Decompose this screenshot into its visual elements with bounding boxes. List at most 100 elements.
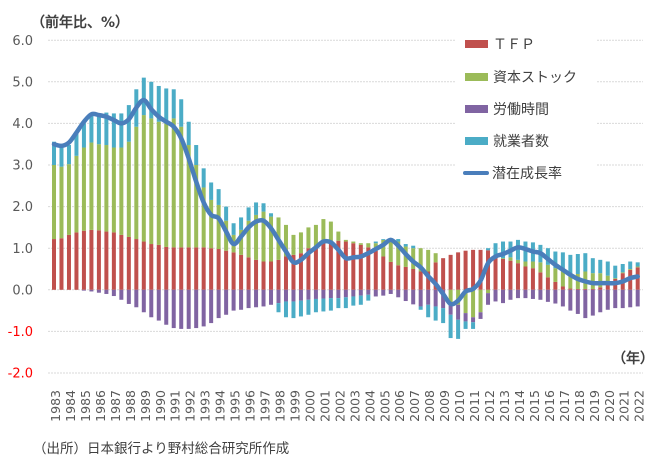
bar-capital bbox=[171, 118, 176, 248]
bar-employees bbox=[89, 113, 94, 143]
bar-tfp bbox=[530, 268, 535, 290]
bar-tfp bbox=[239, 254, 244, 290]
bar-employees bbox=[358, 295, 363, 305]
bar-hours bbox=[448, 302, 453, 315]
bar-capital bbox=[418, 248, 423, 272]
bar-capital bbox=[568, 273, 573, 289]
bar-capital bbox=[426, 249, 431, 272]
bar-employees bbox=[283, 301, 288, 318]
bar-hours bbox=[321, 289, 326, 299]
bar-capital bbox=[336, 231, 341, 241]
bar-tfp bbox=[119, 234, 124, 290]
bar-tfp bbox=[463, 250, 468, 290]
bar-tfp bbox=[598, 287, 603, 290]
bar-tfp bbox=[96, 230, 101, 290]
bar-capital bbox=[134, 126, 139, 240]
bar-capital bbox=[396, 241, 401, 266]
bar-tfp bbox=[418, 271, 423, 290]
line-series bbox=[51, 97, 640, 307]
bar-capital bbox=[283, 224, 288, 257]
bar-capital bbox=[523, 261, 528, 267]
bar-employees bbox=[179, 99, 184, 127]
bar-hours bbox=[418, 289, 423, 307]
legend-line-potential-growth bbox=[462, 171, 489, 175]
bar-hours bbox=[313, 289, 318, 299]
bar-hours bbox=[471, 317, 476, 323]
x-axis-ticks: 1983 1984 1985 1986 1987 1988 1989 1990 1991 1992… bbox=[48, 390, 647, 422]
bar-employees bbox=[471, 322, 476, 329]
bar-employees bbox=[254, 202, 259, 215]
bar-employees bbox=[568, 254, 573, 274]
legend-label: 資本ストック bbox=[493, 69, 577, 86]
bar-tfp bbox=[575, 288, 580, 290]
bar-employees bbox=[523, 241, 528, 262]
bar-capital bbox=[239, 229, 244, 255]
bar-hours bbox=[156, 289, 161, 321]
bar-employees bbox=[209, 182, 214, 200]
x-tick-label: 1995 bbox=[228, 390, 243, 422]
bar-capital bbox=[149, 118, 154, 245]
bar-capital bbox=[186, 145, 191, 248]
bar-hours bbox=[373, 289, 378, 297]
bar-capital bbox=[261, 211, 266, 262]
bar-hours bbox=[149, 289, 154, 318]
x-tick-label: 2010 bbox=[452, 390, 467, 422]
bar-capital bbox=[269, 216, 274, 262]
x-tick-label: 2019 bbox=[587, 390, 602, 422]
bar-tfp bbox=[486, 250, 491, 290]
bar-capital bbox=[126, 141, 131, 237]
bar-employees bbox=[81, 123, 86, 148]
x-tick-label: 2011 bbox=[467, 390, 482, 422]
bar-hours bbox=[224, 289, 229, 315]
bar-capital bbox=[515, 259, 520, 264]
bar-tfp bbox=[388, 261, 393, 290]
legend-label: 労働時間 bbox=[493, 102, 549, 118]
bar-capital bbox=[291, 234, 296, 255]
x-tick-label: 1998 bbox=[273, 390, 288, 422]
bar-tfp bbox=[216, 249, 221, 290]
legend-label: ＴＦＰ bbox=[493, 37, 535, 53]
bar-tfp bbox=[351, 243, 356, 290]
bar-employees bbox=[59, 146, 64, 167]
bar-capital bbox=[179, 126, 184, 248]
x-tick-label: 2017 bbox=[557, 390, 572, 422]
bar-tfp bbox=[568, 288, 573, 290]
bar-employees bbox=[628, 261, 633, 269]
bar-tfp bbox=[59, 238, 64, 290]
bar-hours bbox=[560, 289, 565, 307]
bar-employees bbox=[52, 141, 56, 165]
bar-employees bbox=[456, 319, 461, 339]
bar-capital bbox=[381, 239, 386, 257]
legend-swatch-capital-stock bbox=[465, 72, 488, 81]
legend-item-employees: 就業者数 bbox=[465, 131, 549, 151]
bar-tfp bbox=[560, 286, 565, 290]
bar-hours bbox=[81, 289, 86, 291]
bar-capital bbox=[598, 273, 603, 288]
bar-tfp bbox=[426, 271, 431, 290]
x-tick-label: 2008 bbox=[422, 390, 437, 422]
bar-tfp bbox=[254, 259, 259, 290]
x-tick-label: 2000 bbox=[302, 390, 317, 422]
bar-employees bbox=[351, 296, 356, 306]
bar-hours bbox=[508, 289, 513, 300]
bar-employees bbox=[149, 81, 154, 119]
bar-capital bbox=[59, 166, 64, 239]
bar-employees bbox=[493, 243, 498, 257]
x-tick-label: 2005 bbox=[377, 390, 392, 422]
bar-hours bbox=[486, 293, 491, 305]
bar-hours bbox=[620, 289, 625, 309]
y-tick-label: 1.0 bbox=[12, 242, 33, 257]
bar-tfp bbox=[448, 254, 453, 290]
bar-tfp bbox=[306, 248, 311, 290]
bar-capital bbox=[628, 269, 633, 270]
bar-hours bbox=[351, 289, 356, 297]
bar-tfp bbox=[186, 247, 191, 290]
y-tick-label: -1.0 bbox=[8, 325, 33, 340]
bar-employees bbox=[306, 299, 311, 315]
bar-hours bbox=[179, 289, 184, 329]
x-tick-label: 1988 bbox=[123, 390, 138, 422]
bar-hours bbox=[343, 289, 348, 298]
bar-hours bbox=[246, 289, 251, 309]
bar-hours bbox=[545, 289, 550, 302]
bar-hours bbox=[433, 289, 438, 307]
